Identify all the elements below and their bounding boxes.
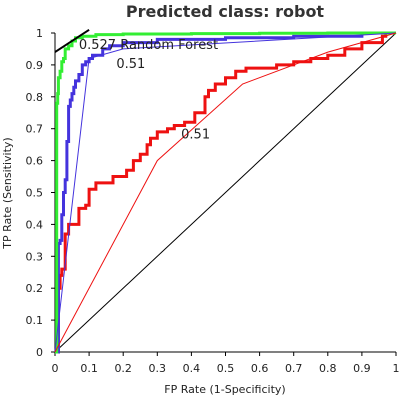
chart-title: Predicted class: robot — [126, 2, 325, 21]
x-axis-label: FP Rate (1-Specificity) — [164, 383, 285, 396]
x-tick-label: 0.2 — [114, 362, 132, 375]
y-tick-label: 0.3 — [26, 250, 44, 263]
y-tick-label: 0.8 — [26, 91, 44, 104]
y-tick-label: 0.7 — [26, 123, 44, 136]
y-tick-label: 0.9 — [26, 59, 44, 72]
x-tick-label: 0.8 — [319, 362, 337, 375]
x-tick-label: 0.5 — [217, 362, 235, 375]
plot-area: 0 0.1 0.2 0.3 0.4 0.5 0.6 0.7 0.8 0.9 1 0 0.1 0.2 0.3 0… — [26, 27, 400, 375]
smoothed-roc-red — [54, 32, 397, 353]
roc-curve-blue — [55, 31, 396, 354]
y-tick-label: 0.1 — [26, 314, 44, 327]
y-tick-label: 0.5 — [26, 187, 44, 200]
threshold-annotation: 0.51 — [181, 127, 210, 142]
smoothed-roc-blue — [54, 32, 397, 353]
roc-curve-green — [55, 31, 396, 354]
x-tick-label: 0.6 — [251, 362, 269, 375]
y-tick-label: 0.4 — [26, 218, 44, 231]
y-axis-label: TP Rate (Sensitivity) — [1, 137, 14, 249]
x-tick-label: 1 — [393, 362, 400, 375]
x-tick-label: 0.4 — [183, 362, 201, 375]
smoothed-roc-green — [54, 28, 90, 53]
x-tick-label: 0.3 — [149, 362, 167, 375]
x-tick-label: 0.9 — [353, 362, 371, 375]
x-tick-label: 0 — [52, 362, 59, 375]
y-tick-label: 0.6 — [26, 155, 44, 168]
y-tick-label: 0.2 — [26, 282, 44, 295]
chance-diagonal-line — [54, 32, 397, 353]
y-tick-label: 0 — [36, 346, 43, 359]
y-tick-label: 1 — [36, 27, 43, 40]
threshold-annotation: 0.527 Random Forest — [79, 38, 218, 53]
x-tick-label: 0.7 — [285, 362, 303, 375]
x-tick-label: 0.1 — [80, 362, 98, 375]
roc-curve-red — [55, 31, 396, 354]
threshold-annotation: 0.51 — [116, 57, 145, 72]
